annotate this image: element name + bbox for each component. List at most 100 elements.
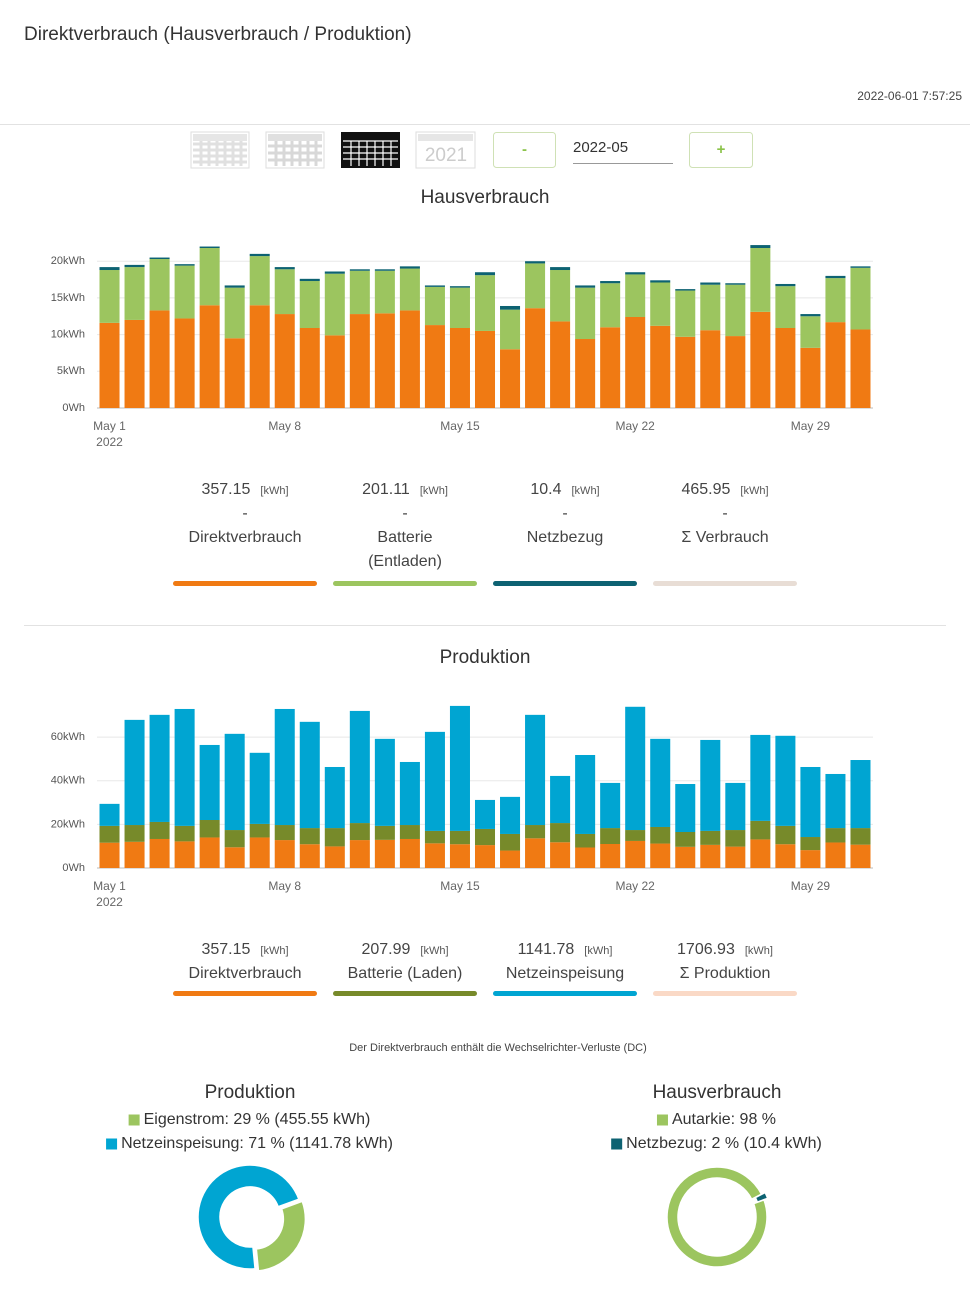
- bar-segment: [99, 270, 120, 323]
- bar-segment: [249, 823, 270, 838]
- bar-segment: [675, 289, 696, 291]
- bar-segment: [474, 845, 496, 868]
- bar-segment: [249, 752, 270, 824]
- bar-segment: [800, 347, 821, 408]
- bar-segment: [99, 322, 120, 408]
- month-view-button[interactable]: [341, 132, 400, 168]
- legend-swatch: [656, 1114, 668, 1126]
- bar-segment: [399, 825, 420, 839]
- bar-segment: [800, 766, 821, 838]
- week-view-button[interactable]: [265, 131, 325, 169]
- bar-segment: [500, 349, 521, 408]
- total-unit: [kWh]: [584, 945, 613, 957]
- bar-segment: [274, 314, 295, 408]
- bar-segment: [850, 828, 871, 845]
- bar-segment: [274, 269, 295, 315]
- total-item: 465.95 [kWh] - Σ Verbrauch: [645, 478, 805, 586]
- previous-button[interactable]: -: [493, 132, 556, 168]
- x-year-label: 2022: [96, 895, 123, 909]
- total-label: Batterie (Laden): [347, 965, 463, 982]
- bar-segment: [299, 844, 320, 868]
- bar-segment: [700, 282, 721, 285]
- bar-segment: [174, 708, 195, 826]
- bar-segment: [449, 286, 470, 288]
- bar-segment: [650, 280, 671, 283]
- bar-segment: [650, 826, 671, 844]
- total-value: 207.99: [361, 941, 411, 958]
- pie-title: Produktion: [205, 1082, 296, 1103]
- bar-segment: [174, 841, 195, 868]
- bar-segment: [174, 318, 195, 408]
- bar-segment: [474, 275, 496, 331]
- total-value: 357.15: [201, 481, 251, 498]
- bar-segment: [725, 284, 746, 337]
- chart-title: Produktion: [440, 647, 531, 668]
- bar-segment: [550, 321, 571, 408]
- x-tick-label: May 15: [440, 879, 480, 893]
- y-tick-label: 0Wh: [62, 402, 85, 414]
- bar-segment: [675, 336, 696, 408]
- bar-segment: [224, 733, 245, 831]
- bar-segment: [324, 273, 345, 336]
- bar-segment: [199, 820, 220, 838]
- x-tick-label: May 8: [268, 419, 301, 433]
- bar-segment: [525, 838, 546, 868]
- total-color-bar: [493, 581, 637, 586]
- bar-segment: [525, 263, 546, 309]
- bar-segment: [850, 329, 871, 408]
- bar-segment: [349, 710, 370, 824]
- bar-segment: [750, 245, 771, 249]
- total-separator: -: [722, 505, 728, 522]
- bar-segment: [625, 840, 646, 868]
- bar-segment: [625, 706, 646, 831]
- total-color-bar: [493, 991, 637, 996]
- year-view-button[interactable]: 2021: [415, 131, 476, 169]
- bar-segment: [600, 281, 621, 284]
- bar-segment: [825, 278, 846, 323]
- bar-segment: [274, 840, 295, 868]
- bar-segment: [750, 248, 771, 312]
- bar-segment: [299, 328, 320, 408]
- pie-slice: [666, 1166, 768, 1268]
- bar-segment: [474, 330, 496, 408]
- bar-segment: [500, 796, 521, 834]
- total-unit: [kWh]: [260, 485, 289, 497]
- total-row: 357.15 [kWh]: [201, 938, 288, 962]
- bar-segment: [850, 844, 871, 868]
- total-label: Batterie (Entladen): [368, 529, 442, 570]
- total-item: 357.15 [kWh] - Direktverbrauch: [165, 478, 325, 586]
- total-color-bar: [333, 991, 477, 996]
- period-input[interactable]: 2022-05: [573, 139, 673, 164]
- bar-segment: [174, 265, 195, 319]
- total-label: Netzbezug: [526, 529, 604, 546]
- bar-segment: [800, 314, 821, 317]
- total-unit: [kWh]: [420, 945, 449, 957]
- total-unit: [kWh]: [744, 945, 773, 957]
- bar-segment: [675, 832, 696, 847]
- bar-segment: [449, 705, 470, 831]
- total-color-bar: [653, 581, 797, 586]
- total-color-bar: [653, 991, 797, 996]
- bar-segment: [775, 844, 796, 868]
- bar-segment: [149, 257, 170, 260]
- day-view-button[interactable]: [190, 131, 250, 169]
- bar-segment: [324, 828, 345, 847]
- bar-segment: [224, 338, 245, 408]
- bar-segment: [424, 843, 445, 868]
- bar-segment: [625, 830, 646, 841]
- bar-segment: [575, 754, 596, 834]
- bar-segment: [424, 286, 445, 326]
- bar-segment: [700, 844, 721, 868]
- bar-segment: [99, 825, 120, 843]
- bar-segment: [825, 322, 846, 408]
- bar-segment: [124, 825, 145, 842]
- total-value: 1706.93: [677, 941, 735, 958]
- x-tick-label: May 1: [93, 419, 126, 433]
- next-button[interactable]: +: [689, 132, 753, 168]
- bar-segment: [224, 287, 245, 339]
- total-separator: -: [562, 505, 568, 522]
- bar-segment: [725, 283, 746, 285]
- y-tick-label: 40kWh: [51, 775, 85, 787]
